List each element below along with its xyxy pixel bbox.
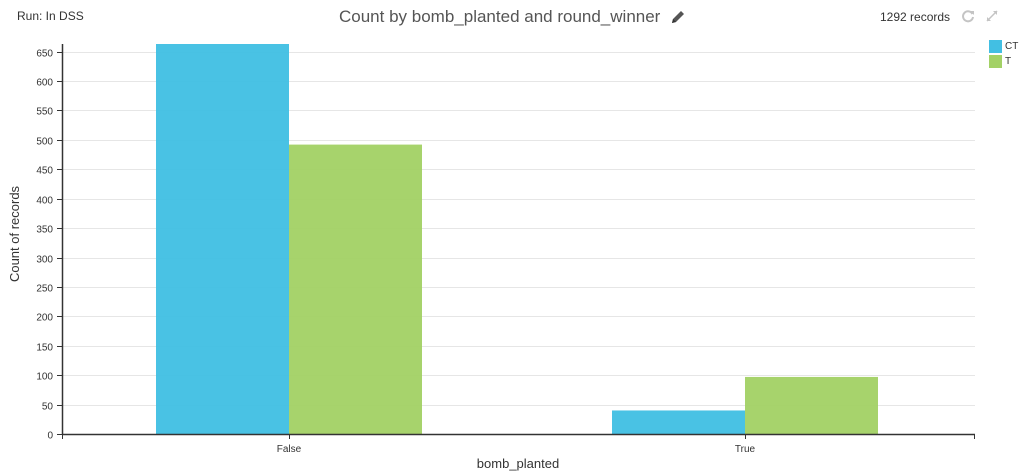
y-tick-label: 300 bbox=[36, 255, 53, 266]
legend-swatch bbox=[989, 55, 1002, 68]
y-tick-label: 550 bbox=[36, 107, 53, 118]
y-tick-label: 50 bbox=[42, 402, 54, 413]
y-tick-label: 600 bbox=[36, 78, 53, 89]
bar-T-True[interactable] bbox=[745, 376, 878, 434]
y-tick-label: 650 bbox=[36, 49, 53, 60]
run-label: Run: In DSS bbox=[17, 9, 84, 23]
refresh-icon[interactable] bbox=[961, 9, 975, 23]
y-axis-label: Count of records bbox=[7, 185, 22, 282]
y-tick-label: 250 bbox=[36, 284, 53, 295]
x-axis-label: bomb_planted bbox=[477, 456, 559, 471]
axes: 0 50 100 150 200 250 300 350 400 450 500 550 600 650 F… bbox=[36, 44, 975, 455]
bar-CT-False[interactable] bbox=[156, 44, 289, 434]
legend: CT T bbox=[989, 39, 1018, 69]
legend-label: T bbox=[1005, 56, 1012, 67]
y-tick-label: 400 bbox=[36, 196, 53, 207]
record-count: 1292 records bbox=[880, 10, 951, 24]
bars bbox=[156, 44, 878, 434]
chart-title: Count by bomb_planted and round_winner bbox=[339, 7, 661, 26]
bar-T-False[interactable] bbox=[289, 144, 422, 434]
y-tick-label: 100 bbox=[36, 372, 53, 383]
legend-item-CT[interactable]: CT bbox=[989, 39, 1018, 54]
legend-swatch bbox=[989, 40, 1002, 53]
bar-CT-True[interactable] bbox=[612, 410, 745, 434]
x-tick-label: False bbox=[277, 444, 302, 455]
legend-label: CT bbox=[1005, 41, 1019, 52]
y-tick-label: 450 bbox=[36, 166, 53, 177]
pencil-icon[interactable] bbox=[670, 9, 686, 25]
chart-title-group: Count by bomb_planted and round_winner bbox=[339, 6, 686, 28]
axis-labels: Count of records bomb_planted bbox=[7, 185, 559, 471]
expand-icon[interactable] bbox=[985, 9, 999, 23]
y-tick-label: 350 bbox=[36, 225, 53, 236]
y-tick-label: 0 bbox=[47, 431, 53, 442]
legend-item-T[interactable]: T bbox=[989, 54, 1018, 69]
y-tick-label: 150 bbox=[36, 343, 53, 354]
y-tick-label: 500 bbox=[36, 137, 53, 148]
x-tick-label: True bbox=[735, 444, 756, 455]
y-tick-label: 200 bbox=[36, 313, 53, 324]
